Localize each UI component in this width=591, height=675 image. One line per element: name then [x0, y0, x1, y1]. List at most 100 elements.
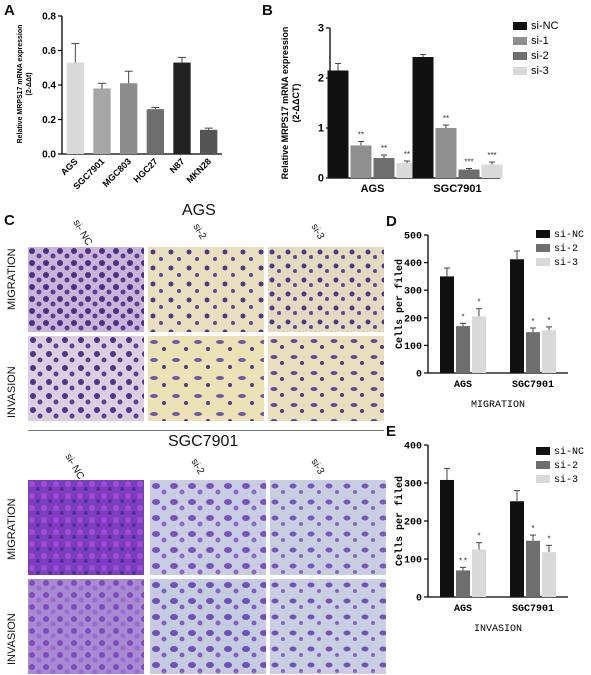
- micrograph-sgc7901-migration-si-nc: [28, 480, 144, 575]
- x-tick-label: SGC7901: [512, 604, 554, 615]
- bar-mgc803: [120, 83, 138, 154]
- significance-mark: **: [443, 114, 449, 123]
- x-tick-label: AGS: [454, 604, 472, 615]
- legend-swatch: [536, 244, 550, 252]
- legend-swatch: [513, 52, 527, 60]
- bar-si-3-sgc7901: [542, 330, 556, 373]
- ags-section-title: AGS: [182, 202, 216, 219]
- legend-label: si-3: [554, 257, 578, 269]
- legend-label: si-2: [554, 243, 578, 255]
- col-label-si-3: si-3: [308, 457, 327, 477]
- bar-si-2-ags: [373, 158, 395, 178]
- row-label-migration: MIGRATION: [6, 248, 18, 310]
- legend-label: si-2: [554, 460, 578, 472]
- row-label-invasion: INVASION: [6, 613, 18, 665]
- y-tick-label: 100: [404, 556, 422, 567]
- bar-si-NC-sgc7901: [412, 57, 434, 178]
- legend-label: si-1: [531, 35, 549, 47]
- y-tick-label: 3: [318, 23, 324, 35]
- significance-mark: *: [477, 533, 482, 542]
- chart-a: 0.0 0.2 0.4 0.6 0.8 Relative MRPS17 mRNA expr…: [17, 12, 222, 191]
- y-tick-label: 2: [318, 73, 324, 85]
- x-tick-label: N87: [168, 156, 187, 175]
- x-axis-label: INVASION: [474, 624, 522, 635]
- bar-si-3-ags: [472, 549, 486, 597]
- chart-b: 0 1 2 3 Relative MRPS17 mRNA expression (2-ΔΔ…: [280, 20, 559, 195]
- significance-mark: *: [547, 535, 552, 544]
- legend-label: si-3: [531, 65, 549, 77]
- legend-swatch: [513, 67, 527, 75]
- y-axis-label: Cells per filed: [394, 476, 406, 566]
- y-tick-label: 300: [404, 287, 422, 298]
- micrograph-sgc7901-migration-si-3: [270, 480, 386, 575]
- y-tick-label: 0: [416, 370, 422, 381]
- panel-label-b: B: [262, 2, 273, 19]
- y-tick-label: 200: [404, 314, 422, 325]
- y-axis-label: Relative MRPS17 mRNA expression: [17, 25, 24, 144]
- x-tick-label: HGC27: [131, 156, 159, 184]
- significance-mark: **: [458, 557, 468, 566]
- y-tick-label: 200: [404, 518, 422, 529]
- sgc7901-section-title: SGC7901: [168, 433, 239, 450]
- significance-mark: **: [358, 131, 364, 140]
- x-tick-label: AGS: [361, 183, 385, 195]
- micrograph-sgc7901-invasion-si-nc: [28, 579, 144, 674]
- micrograph-ags-invasion-si-2: [148, 336, 264, 421]
- bar-si-2-sgc7901: [526, 332, 540, 373]
- x-tick-label: SGC7901: [512, 380, 554, 391]
- legend-swatch: [536, 230, 550, 238]
- y-tick-label: 1: [318, 123, 324, 135]
- significance-mark: *: [531, 525, 536, 534]
- panel-label-e: E: [386, 423, 397, 440]
- micrograph-ags-migration-si-nc: [28, 247, 144, 332]
- bar-si-NC-sgc7901: [510, 501, 524, 597]
- panel-label-d: D: [386, 213, 397, 230]
- col-label-si-2: si-2: [188, 457, 207, 477]
- bar-si-2-sgc7901: [458, 169, 480, 178]
- bar-si-2-sgc7901: [526, 540, 540, 597]
- micrograph-ags-invasion-si-3: [268, 336, 384, 421]
- bar-si-1-sgc7901: [435, 128, 457, 178]
- bar-si-3-ags: [472, 316, 486, 373]
- x-tick-label: AGS: [454, 380, 472, 391]
- bar-si-1-ags: [350, 145, 372, 178]
- x-tick-label: MKN28: [184, 156, 213, 185]
- chart-d: 0 100 200 300 400 500 Cells per filed * * AGS * * SG…: [394, 229, 584, 411]
- significance-mark: ***: [487, 151, 496, 160]
- significance-mark: *: [547, 317, 552, 326]
- bar-si-NC-sgc7901: [510, 259, 524, 373]
- y-tick-label: 0: [318, 173, 324, 185]
- legend-label: si-NC: [531, 20, 559, 32]
- y-axis-label: Cells per filed: [394, 259, 406, 349]
- bar-si-2-ags: [456, 570, 470, 597]
- col-label-si-nc: si- NC: [62, 452, 86, 482]
- row-label-invasion: INVASION: [6, 366, 18, 418]
- bar-ags: [66, 62, 84, 155]
- legend-label: si-3: [554, 474, 578, 486]
- bar-sgc7901: [93, 88, 111, 154]
- y-tick-label: 0.8: [42, 12, 56, 23]
- y-tick-label: 0.0: [42, 150, 56, 161]
- x-tick-label: MGC803: [101, 156, 134, 189]
- bar-n87: [173, 62, 191, 155]
- y-tick-label: 100: [404, 342, 422, 353]
- panel-label-c: C: [4, 212, 15, 229]
- bar-hgc27: [146, 109, 164, 154]
- legend-swatch: [536, 475, 550, 483]
- col-label-si-3: si-3: [308, 222, 327, 242]
- legend-swatch: [513, 22, 527, 30]
- significance-mark: **: [381, 144, 387, 153]
- significance-mark: ***: [464, 158, 473, 167]
- significance-mark: *: [477, 299, 482, 308]
- significance-mark: *: [531, 318, 536, 327]
- col-label-si-2: si-2: [190, 222, 209, 242]
- micrograph-ags-migration-si-3: [268, 247, 384, 332]
- legend-swatch: [536, 258, 550, 266]
- x-tick-label: SGC7901: [433, 183, 481, 195]
- legend-label: si-2: [531, 50, 549, 62]
- x-axis-label: MIGRATION: [471, 400, 525, 411]
- legend-swatch: [536, 447, 550, 455]
- micrograph-sgc7901-invasion-si-3: [270, 579, 386, 674]
- y-tick-label: 500: [404, 232, 422, 243]
